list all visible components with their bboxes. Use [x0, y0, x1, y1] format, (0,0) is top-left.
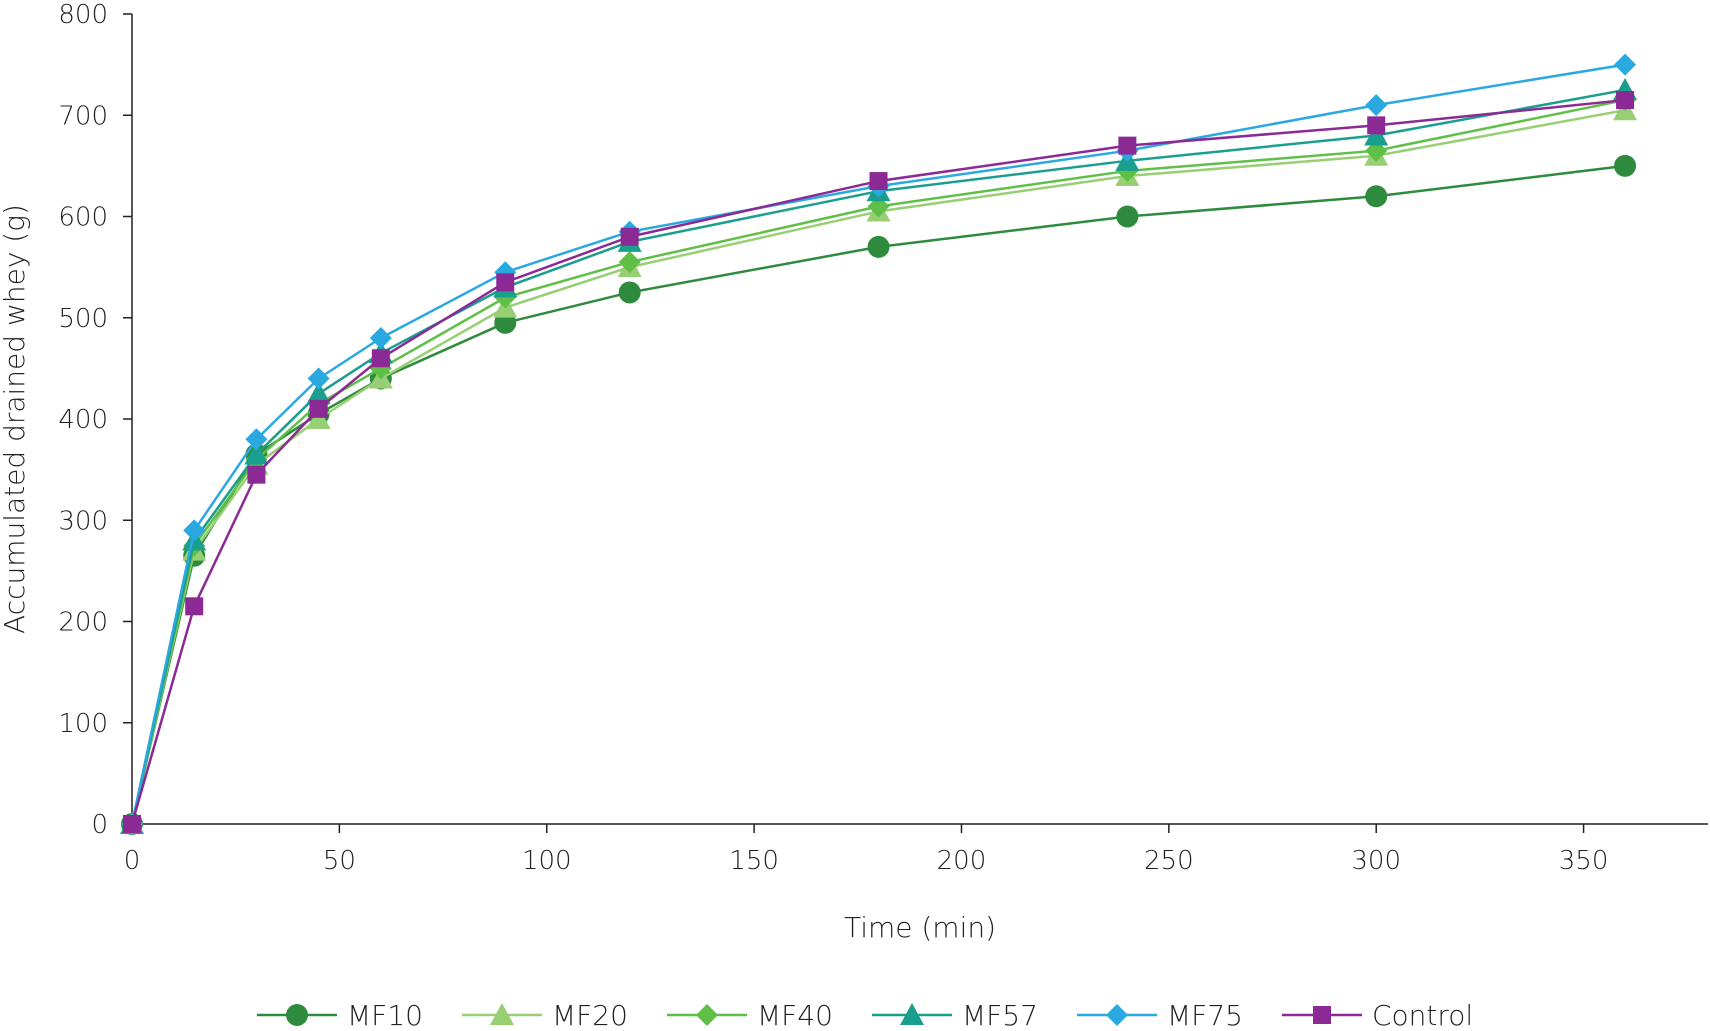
data-point-control [1118, 136, 1137, 155]
legend: MF10 MF20 MF40 MF57 MF75 Control [257, 999, 1473, 1031]
legend-item-mf20: MF20 [462, 999, 628, 1031]
y-tick-label: 700 [58, 101, 108, 131]
x-tick-label: 150 [729, 846, 779, 876]
data-point-mf75 [307, 367, 330, 390]
legend-marker-control [1313, 1006, 1331, 1024]
legend-label-mf75: MF75 [1167, 999, 1243, 1027]
series-line-mf10 [130, 164, 1626, 825]
legend-label-mf57: MF57 [962, 999, 1038, 1027]
y-tick-label: 300 [58, 506, 108, 536]
y-tick-label: 500 [58, 304, 108, 334]
legend-item-mf10: MF10 [257, 999, 423, 1031]
data-point-control [496, 273, 515, 292]
data-point-mf75 [1365, 94, 1388, 117]
legend-marker-mf40 [696, 1004, 718, 1026]
legend-label-control: Control [1372, 999, 1473, 1027]
x-tick-label: 250 [1144, 846, 1194, 876]
data-point-mf75 [369, 327, 392, 349]
data-point-mf10 [1614, 154, 1637, 177]
x-tick-label: 350 [1559, 846, 1609, 876]
x-tick-label: 0 [124, 846, 141, 876]
x-axis-title: Time (min) [844, 911, 996, 944]
data-point-mf57 [244, 442, 269, 465]
axes [131, 14, 1708, 825]
series-mf75 [121, 53, 1637, 835]
data-point-control [371, 349, 390, 368]
ticks: 0 100 200 300 400 500 600 700 800 0 50 100 150 200 250… [58, 0, 1608, 876]
legend-item-control: Control [1282, 999, 1473, 1031]
series-control [123, 91, 1635, 833]
data-point-mf10 [867, 235, 890, 258]
data-point-control [869, 172, 888, 191]
data-point-control [620, 227, 639, 246]
legend-label-mf40: MF40 [757, 999, 833, 1027]
data-point-control [247, 465, 266, 484]
series-mf10 [121, 154, 1637, 835]
data-point-mf40 [618, 251, 641, 274]
y-tick-label: 600 [58, 203, 108, 233]
data-point-mf10 [618, 281, 641, 304]
legend-item-mf40: MF40 [667, 999, 833, 1031]
y-tick-label: 0 [91, 810, 108, 840]
y-tick-label: 200 [58, 608, 108, 638]
data-point-mf57 [1364, 123, 1389, 146]
y-axis-title: Accumulated drained whey (g) [0, 204, 31, 634]
legend-marker-mf57 [900, 1003, 924, 1025]
data-point-mf10 [1365, 185, 1388, 208]
y-tick-label: 100 [58, 709, 108, 739]
legend-item-mf75: MF75 [1077, 999, 1243, 1031]
x-tick-label: 50 [323, 846, 356, 876]
data-point-control [185, 597, 204, 616]
legend-marker-mf75 [1106, 1004, 1128, 1026]
legend-marker-mf10 [286, 1004, 308, 1026]
data-point-control [1616, 91, 1635, 110]
legend-item-mf57: MF57 [872, 999, 1038, 1031]
x-tick-label: 300 [1351, 846, 1401, 876]
legend-marker-mf20 [490, 1003, 514, 1025]
y-tick-label: 800 [58, 0, 108, 30]
data-point-control [123, 815, 141, 833]
data-point-mf57 [306, 381, 331, 404]
y-tick-label: 400 [58, 405, 108, 435]
data-point-mf75 [183, 519, 206, 542]
data-point-control [1367, 116, 1386, 135]
legend-label-mf10: MF10 [347, 999, 423, 1027]
data-point-control [309, 399, 328, 418]
legend-label-mf20: MF20 [552, 999, 628, 1027]
x-tick-label: 100 [522, 846, 572, 876]
x-tick-label: 200 [937, 846, 987, 876]
data-point-mf10 [1116, 205, 1139, 228]
data-point-mf20 [306, 407, 331, 429]
data-point-mf75 [1614, 53, 1637, 76]
series [120, 53, 1638, 835]
data-point-mf75 [245, 428, 268, 451]
